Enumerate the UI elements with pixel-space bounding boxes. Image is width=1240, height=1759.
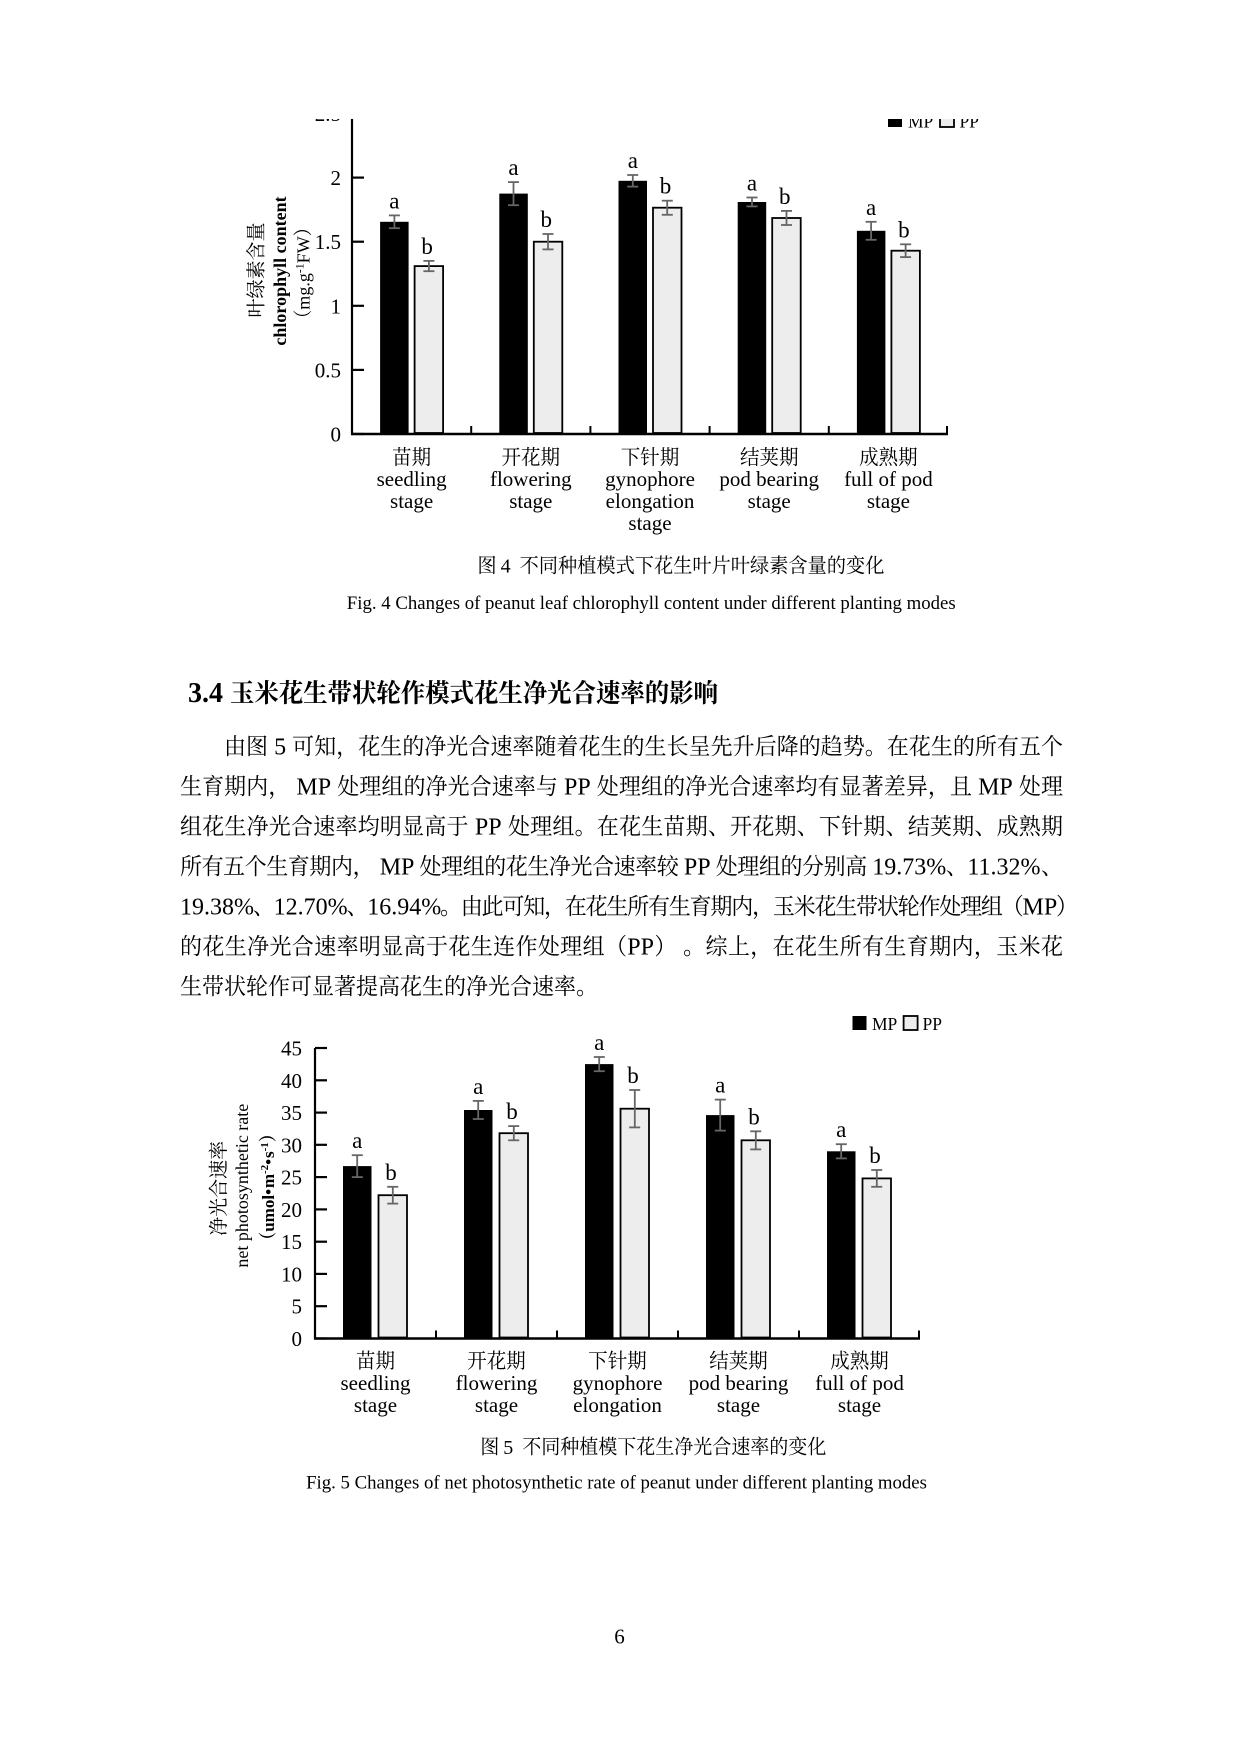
svg-text:mg.g: mg.g bbox=[294, 273, 314, 310]
svg-text:gynophore: gynophore bbox=[573, 1371, 663, 1395]
svg-text:b: b bbox=[748, 1104, 760, 1129]
svg-text:10: 10 bbox=[281, 1262, 302, 1286]
svg-text:full of pod: full of pod bbox=[815, 1371, 904, 1395]
svg-text:6: 6 bbox=[614, 1625, 625, 1649]
svg-text:Fig. 4 Changes of peanut leaf: Fig. 4 Changes of peanut leaf chlorophyl… bbox=[347, 593, 956, 614]
svg-text:stage: stage bbox=[354, 1393, 397, 1417]
svg-text:12.70%: 12.70% bbox=[274, 894, 348, 920]
svg-text:-1: -1 bbox=[259, 1142, 271, 1151]
svg-text:5: 5 bbox=[274, 734, 286, 760]
svg-text:0: 0 bbox=[331, 423, 342, 447]
svg-text:PP: PP bbox=[564, 774, 591, 800]
svg-text:net photosynthetic rate: net photosynthetic rate bbox=[232, 1104, 252, 1268]
svg-text:flowering: flowering bbox=[490, 467, 572, 491]
svg-text:MP: MP bbox=[1023, 894, 1058, 920]
svg-text:5: 5 bbox=[292, 1295, 303, 1319]
svg-text:PP: PP bbox=[627, 934, 654, 960]
svg-text:b: b bbox=[421, 234, 433, 259]
svg-text:chlorophyll content: chlorophyll content bbox=[270, 196, 290, 345]
svg-text:PP: PP bbox=[923, 1014, 943, 1034]
svg-text:b: b bbox=[627, 1063, 639, 1088]
svg-text:Fig. 5 Changes of net photosyn: Fig. 5 Changes of net photosynthetic rat… bbox=[306, 1473, 927, 1494]
svg-text:•: • bbox=[259, 1189, 278, 1195]
svg-text:flowering: flowering bbox=[456, 1371, 538, 1395]
svg-text:2.5: 2.5 bbox=[315, 102, 341, 126]
svg-text:MP: MP bbox=[296, 774, 331, 800]
svg-text:30: 30 bbox=[281, 1133, 302, 1157]
svg-text:b: b bbox=[779, 184, 791, 209]
svg-text:seedling: seedling bbox=[377, 467, 447, 491]
svg-text:umol: umol bbox=[259, 1195, 278, 1232]
svg-text:MP: MP bbox=[380, 854, 415, 880]
svg-text:b: b bbox=[660, 174, 672, 199]
svg-text:20: 20 bbox=[281, 1198, 302, 1222]
svg-text:elongation: elongation bbox=[606, 489, 695, 513]
svg-text:b: b bbox=[541, 207, 553, 232]
svg-text:a: a bbox=[594, 1030, 604, 1055]
svg-text:15: 15 bbox=[281, 1230, 302, 1254]
svg-text:pod bearing: pod bearing bbox=[719, 467, 819, 491]
svg-text:35: 35 bbox=[281, 1101, 302, 1125]
svg-text:s: s bbox=[259, 1151, 278, 1158]
svg-text:MP: MP bbox=[872, 1014, 898, 1034]
svg-text:0.5: 0.5 bbox=[315, 358, 341, 382]
svg-text:MP: MP bbox=[978, 774, 1013, 800]
svg-text:PP: PP bbox=[960, 112, 980, 132]
svg-text:a: a bbox=[836, 1117, 846, 1142]
svg-text:45: 45 bbox=[281, 1037, 302, 1061]
svg-text:b: b bbox=[898, 217, 910, 242]
svg-text:19.38%: 19.38% bbox=[180, 894, 254, 920]
svg-text:PP: PP bbox=[684, 854, 711, 880]
svg-text:a: a bbox=[352, 1128, 362, 1153]
svg-text:FW: FW bbox=[294, 236, 314, 263]
svg-text:stage: stage bbox=[867, 489, 910, 513]
svg-text:b: b bbox=[506, 1099, 518, 1124]
svg-text:PP: PP bbox=[475, 814, 502, 840]
svg-text:a: a bbox=[715, 1073, 725, 1098]
svg-text:a: a bbox=[389, 188, 399, 213]
svg-text:a: a bbox=[508, 155, 518, 180]
svg-text:b: b bbox=[385, 1160, 397, 1185]
svg-text:a: a bbox=[747, 171, 757, 196]
svg-text:stage: stage bbox=[717, 1393, 760, 1417]
svg-text:a: a bbox=[866, 195, 876, 220]
svg-text:11.32%: 11.32% bbox=[967, 854, 1040, 880]
svg-text:stage: stage bbox=[475, 1393, 518, 1417]
svg-text:0: 0 bbox=[292, 1327, 303, 1351]
svg-text:full of pod: full of pod bbox=[844, 467, 933, 491]
svg-text:stage: stage bbox=[390, 489, 433, 513]
svg-text:-2: -2 bbox=[259, 1164, 271, 1174]
svg-text:25: 25 bbox=[281, 1166, 302, 1190]
svg-text:a: a bbox=[473, 1074, 483, 1099]
svg-text:gynophore: gynophore bbox=[605, 467, 695, 491]
svg-text:1: 1 bbox=[331, 294, 342, 318]
svg-text:16.94%: 16.94% bbox=[367, 894, 441, 920]
svg-text:stage: stage bbox=[628, 511, 671, 535]
svg-text:2: 2 bbox=[331, 166, 342, 190]
svg-text:seedling: seedling bbox=[341, 1371, 411, 1395]
svg-text:3.4: 3.4 bbox=[188, 678, 223, 709]
svg-text:•: • bbox=[259, 1159, 278, 1165]
svg-text:elongation: elongation bbox=[573, 1393, 662, 1417]
svg-text:b: b bbox=[869, 1143, 881, 1168]
svg-text:a: a bbox=[628, 148, 638, 173]
svg-text:19.73%: 19.73% bbox=[872, 854, 946, 880]
svg-text:-1: -1 bbox=[293, 263, 307, 273]
svg-text:stage: stage bbox=[509, 489, 552, 513]
svg-text:stage: stage bbox=[838, 1393, 881, 1417]
svg-text:pod bearing: pod bearing bbox=[689, 1371, 789, 1395]
svg-text:MP: MP bbox=[908, 112, 934, 132]
svg-text:5: 5 bbox=[503, 1437, 513, 1459]
svg-text:4: 4 bbox=[501, 556, 511, 578]
svg-text:stage: stage bbox=[748, 489, 791, 513]
svg-text:m: m bbox=[259, 1174, 278, 1188]
svg-text:40: 40 bbox=[281, 1069, 302, 1093]
svg-text:1.5: 1.5 bbox=[315, 230, 341, 254]
